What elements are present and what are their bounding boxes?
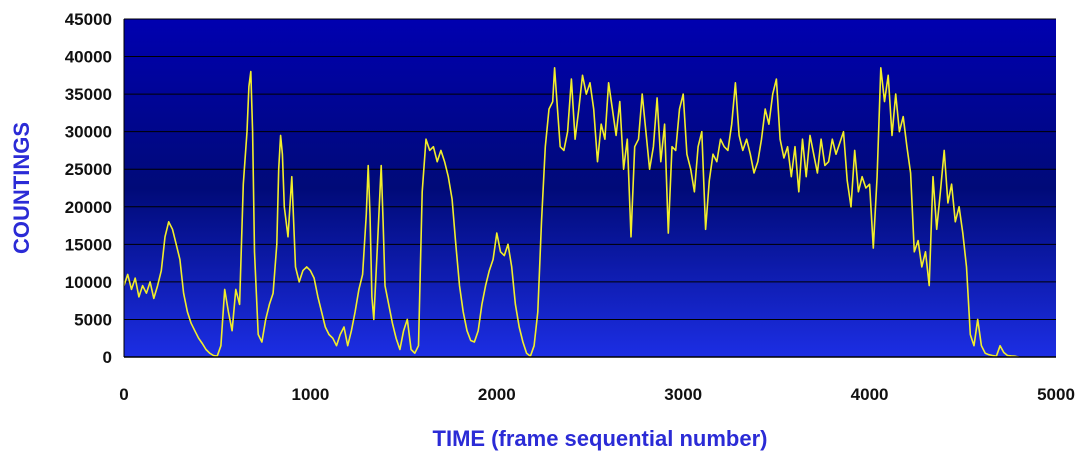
- x-tick-label: 1000: [291, 385, 329, 404]
- y-tick-label: 15000: [65, 235, 112, 254]
- x-tick-labels: 0 1000 2000 3000 4000 5000: [119, 385, 1075, 404]
- y-axis-title: COUNTINGS: [9, 122, 34, 254]
- x-tick-label: 0: [119, 385, 128, 404]
- y-tick-label: 5000: [74, 310, 112, 329]
- x-tick-label: 5000: [1037, 385, 1075, 404]
- x-tick-label: 3000: [664, 385, 702, 404]
- y-tick-label: 45000: [65, 10, 112, 29]
- y-tick-label: 40000: [65, 48, 112, 67]
- y-tick-label: 20000: [65, 198, 112, 217]
- x-axis-title: TIME (frame sequential number): [433, 426, 768, 451]
- y-tick-label: 0: [103, 348, 112, 367]
- x-tick-label: 2000: [478, 385, 516, 404]
- y-tick-label: 30000: [65, 123, 112, 142]
- plot-area: [124, 19, 1056, 357]
- y-tick-labels: 0 5000 10000 15000 20000 25000 30000 35000 40000…: [65, 10, 112, 367]
- x-tick-label: 4000: [851, 385, 889, 404]
- y-tick-label: 10000: [65, 273, 112, 292]
- y-tick-label: 25000: [65, 160, 112, 179]
- y-tick-label: 35000: [65, 85, 112, 104]
